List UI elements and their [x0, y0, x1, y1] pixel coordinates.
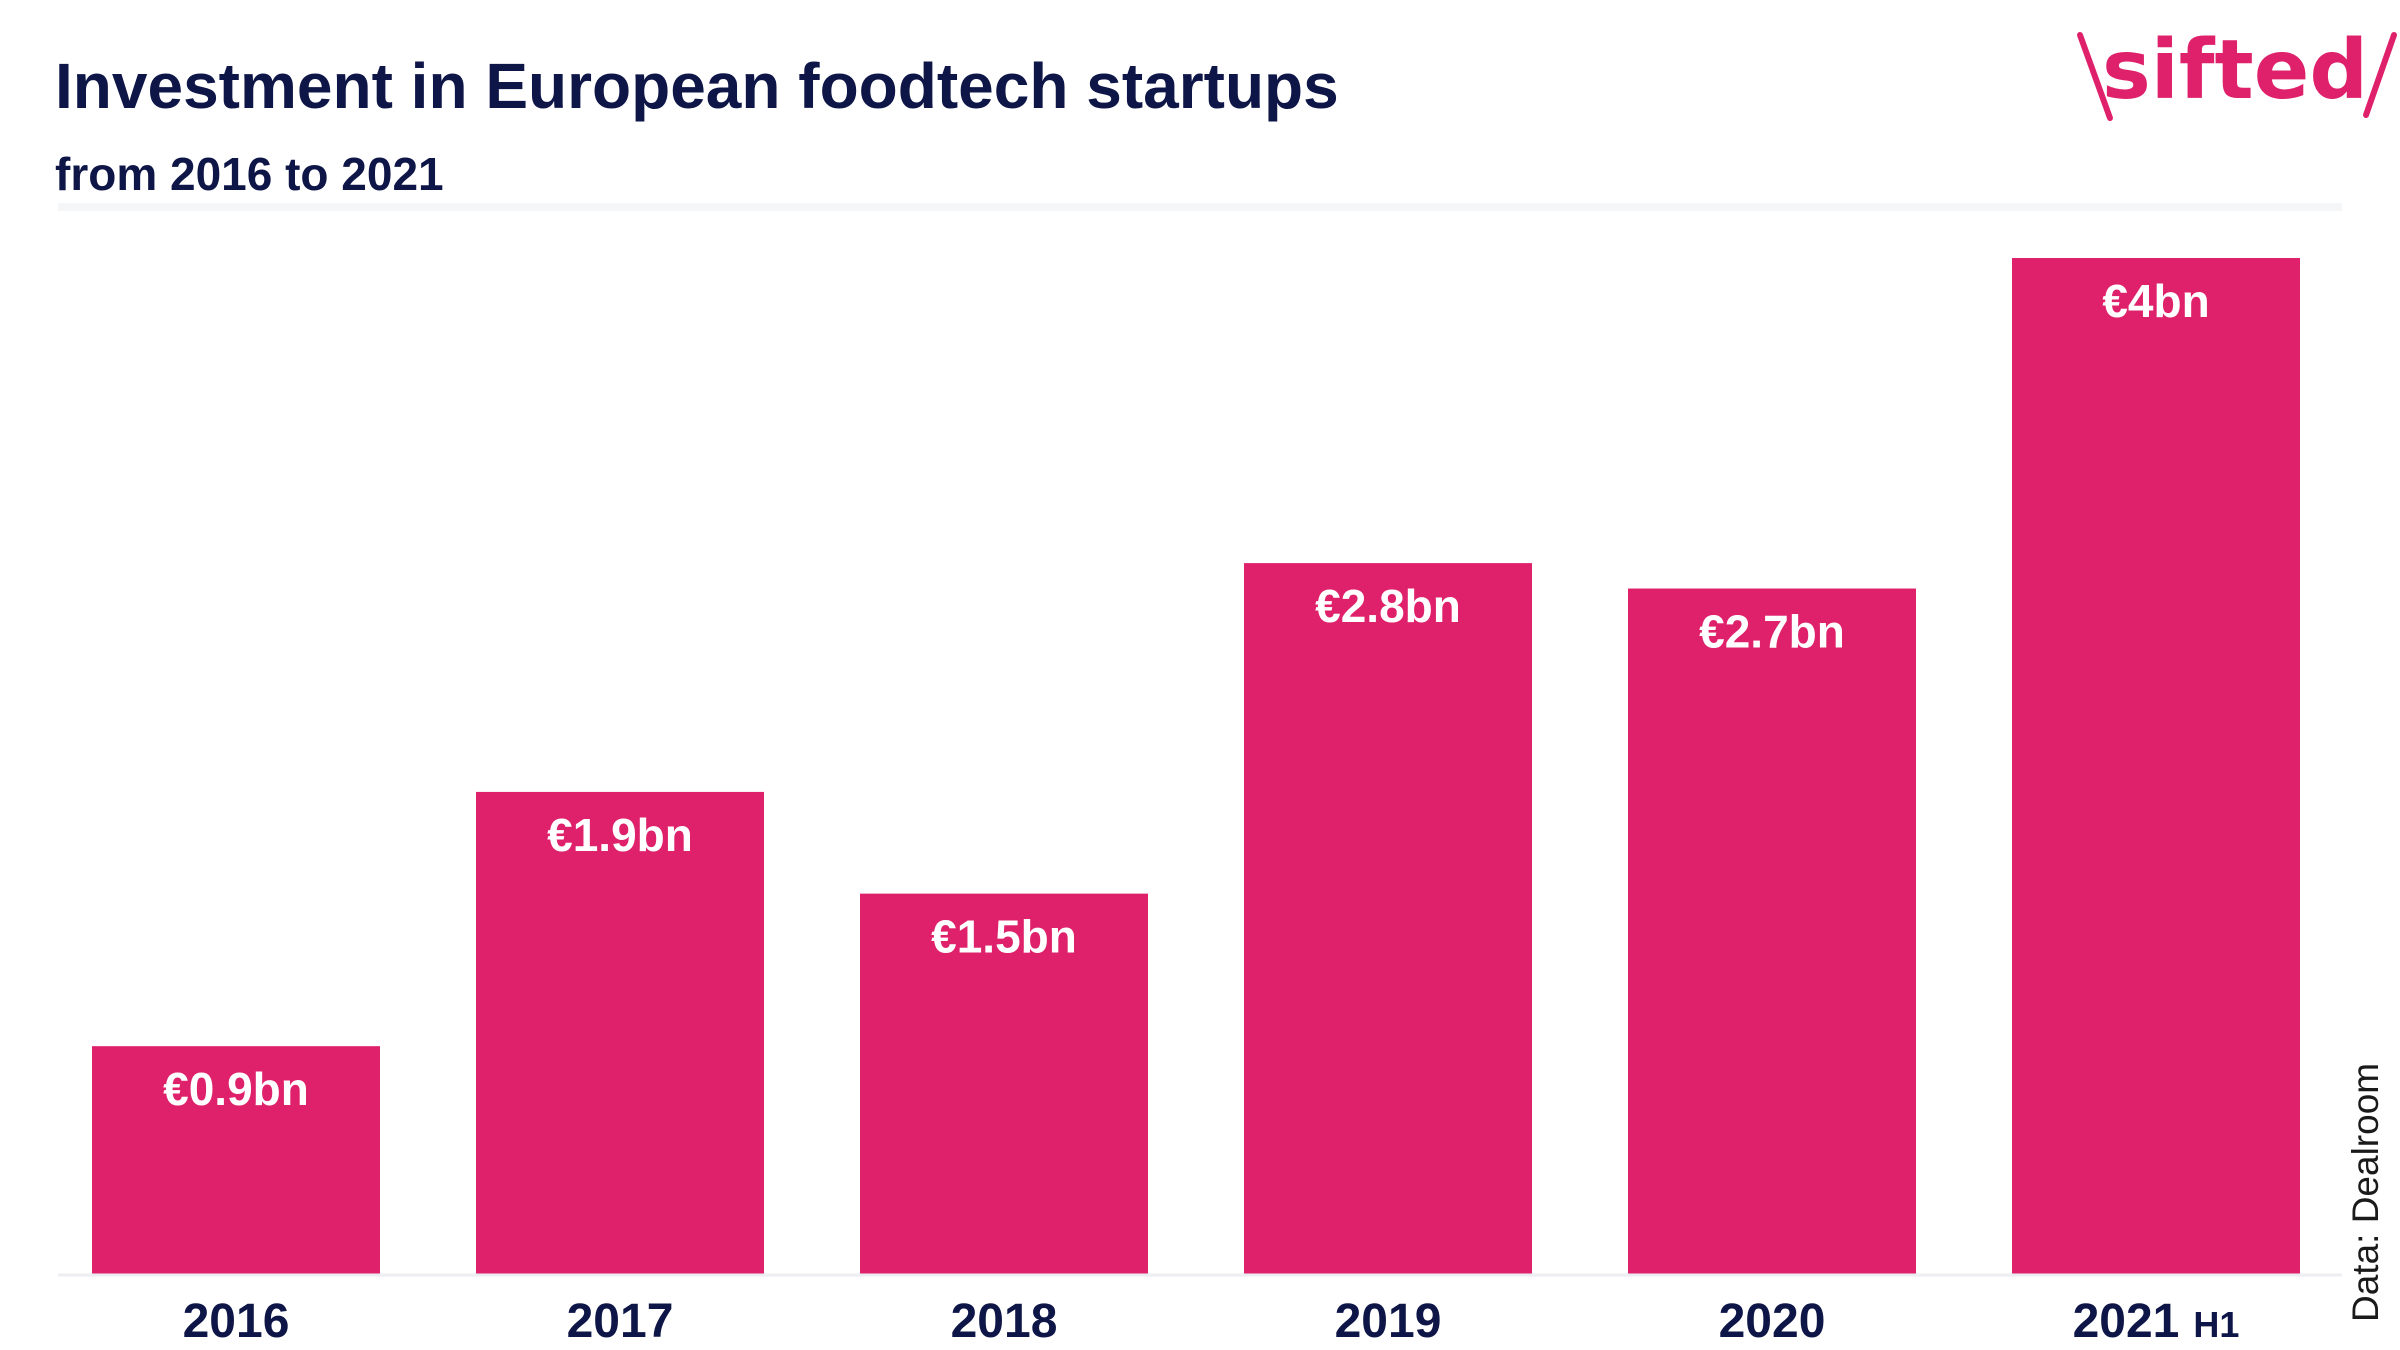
bar-2016 [92, 1046, 380, 1275]
header-divider [58, 203, 2342, 211]
logo-wordmark: sifted [2102, 23, 2368, 118]
bar-2018 [860, 893, 1148, 1275]
logo-left-slash [2077, 32, 2113, 121]
x-tick-label-2019: 2019 [1335, 1295, 1442, 1348]
x-tick-label-2016: 2016 [183, 1295, 290, 1348]
sifted-logo: sifted [2077, 23, 2397, 121]
value-label-2021: €4bn [2102, 275, 2209, 327]
x-tick-label-2020: 2020 [1719, 1295, 1826, 1348]
bars-group [92, 258, 2300, 1275]
bar-2019 [1244, 563, 1532, 1275]
x-tick-label-2018: 2018 [951, 1295, 1058, 1348]
chart-subtitle: from 2016 to 2021 [55, 148, 444, 200]
x-tick-label-2017: 2017 [567, 1295, 674, 1348]
x-tick-suffix: H1 [2193, 1304, 2239, 1345]
value-label-2020: €2.7bn [1699, 606, 1845, 658]
value-label-2017: €1.9bn [547, 809, 693, 861]
x-tick-labels-group: 2016 2017 2018 2019 2020 2021 H1 [183, 1295, 2240, 1348]
bar-2017 [476, 791, 764, 1275]
chart-title: Investment in European foodtech startups [55, 50, 1339, 122]
bar-2020 [1628, 588, 1916, 1275]
source-note: Data: Dealroom [2345, 1063, 2386, 1322]
bar-2021 [2012, 258, 2300, 1275]
value-label-2016: €0.9bn [163, 1063, 309, 1115]
value-label-2018: €1.5bn [931, 911, 1077, 963]
x-tick-label-2021: 2021 H1 [2073, 1295, 2240, 1348]
logo-right-slash [2363, 32, 2397, 118]
value-label-2019: €2.8bn [1315, 580, 1461, 632]
value-labels-group: €0.9bn €1.9bn €1.5bn €2.8bn €2.7bn €4bn [163, 275, 2210, 1115]
